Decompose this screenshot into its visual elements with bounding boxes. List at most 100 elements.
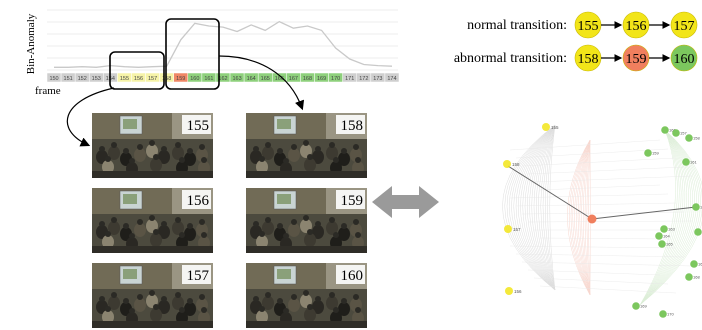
abnormal-transition-label: abnormal transition: [454, 51, 567, 66]
frame-number: 150 [49, 76, 58, 82]
frame-label: 160 [341, 268, 364, 284]
green-node [661, 126, 669, 134]
frame-number: 172 [359, 76, 368, 82]
green-node [660, 225, 668, 233]
green-node [658, 240, 666, 248]
frame-label: 156 [187, 193, 210, 209]
frame-node-label: 158 [578, 52, 599, 67]
green-node [682, 158, 690, 166]
green-node [685, 273, 693, 281]
green-node [692, 203, 700, 211]
chart-gridlines [47, 9, 398, 71]
frame-node-label: 157 [674, 19, 695, 34]
frame-label: 157 [187, 268, 210, 284]
frame-node-label: 155 [578, 19, 599, 34]
frame-label: 158 [341, 118, 364, 134]
orange-node [587, 214, 597, 224]
frame-number: 162 [218, 76, 227, 82]
green-node [685, 134, 693, 142]
node-label: 161 [690, 160, 697, 165]
frame-number: 152 [78, 76, 87, 82]
frame-label: 159 [341, 193, 364, 209]
frame-number: 163 [232, 76, 241, 82]
frame-node-label: 159 [626, 52, 647, 67]
frame-node [670, 11, 698, 39]
frames-left-column: 155 156 157 [92, 113, 213, 328]
frames-right-column: 158 159 160 [246, 113, 367, 328]
double-arrow-icon [372, 186, 439, 218]
edge-159-160 [591, 206, 697, 220]
frame-number: 160 [190, 76, 199, 82]
video-frame: 156 [92, 188, 213, 253]
node-label: 164 [663, 234, 670, 239]
frame-number: 169 [317, 76, 326, 82]
node-label: 162 [700, 205, 702, 210]
frame-number: 171 [345, 76, 354, 82]
green-node [659, 310, 667, 318]
normal-transition-label: normal transition: [467, 18, 567, 33]
green-node [672, 129, 680, 137]
highlight-box-normal [109, 51, 165, 90]
node-label: 168 [693, 275, 700, 280]
node-label: 167 [698, 262, 702, 267]
video-frame: 159 [246, 188, 367, 253]
chart-ylabel: Bin-Anomaly [25, 13, 37, 74]
green-node [644, 149, 652, 157]
node-label: 157 [513, 227, 521, 232]
node-label: 165 [666, 242, 673, 247]
frame-label-bg [336, 190, 365, 209]
network-edges [502, 124, 702, 306]
highlight-box-abnormal [165, 18, 220, 90]
transition-legend: normal transition: abnormal transition: … [454, 11, 698, 72]
yellow-node [503, 160, 511, 168]
frame-label-bg [182, 265, 211, 284]
frame-number: 153 [92, 76, 101, 82]
anomaly-line [54, 20, 393, 68]
anomaly-chart: Bin-Anomaly 150 151 152 153 154 155 156 157 158 1… [25, 9, 400, 147]
node-label: 156 [514, 289, 522, 294]
green-node [694, 228, 702, 236]
arrow-to-left-frames [66, 87, 115, 147]
node-label: 169 [640, 304, 647, 309]
abnormal-transition-nodes: 158 159 160 [574, 44, 698, 72]
frame-number: 161 [204, 76, 213, 82]
video-frame: 160 [246, 263, 367, 328]
chart-xlabel: frame [35, 85, 61, 97]
frame-number: 174 [387, 76, 396, 82]
video-frame: 155 [92, 113, 213, 178]
frame-label-bg [182, 190, 211, 209]
frame-number: 167 [289, 76, 298, 82]
frame-label: 155 [187, 118, 210, 134]
frame-label-bg [336, 115, 365, 134]
transition-network: 155 158 157 156 160 157 158 159 161 162 163 164 165 1… [502, 123, 702, 318]
frame-number: 156 [134, 76, 143, 82]
yellow-node [505, 287, 513, 295]
node-label: 170 [667, 312, 674, 317]
node-label: 155 [551, 125, 559, 130]
frame-number: 151 [64, 76, 73, 82]
frame-node-label: 160 [674, 52, 695, 67]
green-node [655, 232, 663, 240]
edge-158-159 [507, 165, 593, 220]
frame-number: 173 [373, 76, 382, 82]
video-frame: 158 [246, 113, 367, 178]
node-label: 158 [693, 136, 700, 141]
node-label: 160 [669, 128, 676, 133]
normal-transition-nodes: 155 156 157 [574, 11, 698, 39]
frame-number: 164 [247, 76, 256, 82]
green-node [632, 302, 640, 310]
frame-node-label: 156 [626, 19, 647, 34]
node-label: 163 [668, 227, 675, 232]
frame-number: 157 [148, 76, 157, 82]
frame-cell [384, 72, 400, 83]
frame-label-bg [182, 115, 211, 134]
frame-label-bg [336, 265, 365, 284]
frame-number: 155 [120, 76, 129, 82]
green-node [690, 260, 698, 268]
node-label: 157 [680, 131, 687, 136]
arrow-to-right-frames [218, 55, 305, 111]
yellow-node [504, 225, 512, 233]
yellow-node [542, 123, 550, 131]
frame-number: 165 [261, 76, 270, 82]
frame-number: 168 [303, 76, 312, 82]
